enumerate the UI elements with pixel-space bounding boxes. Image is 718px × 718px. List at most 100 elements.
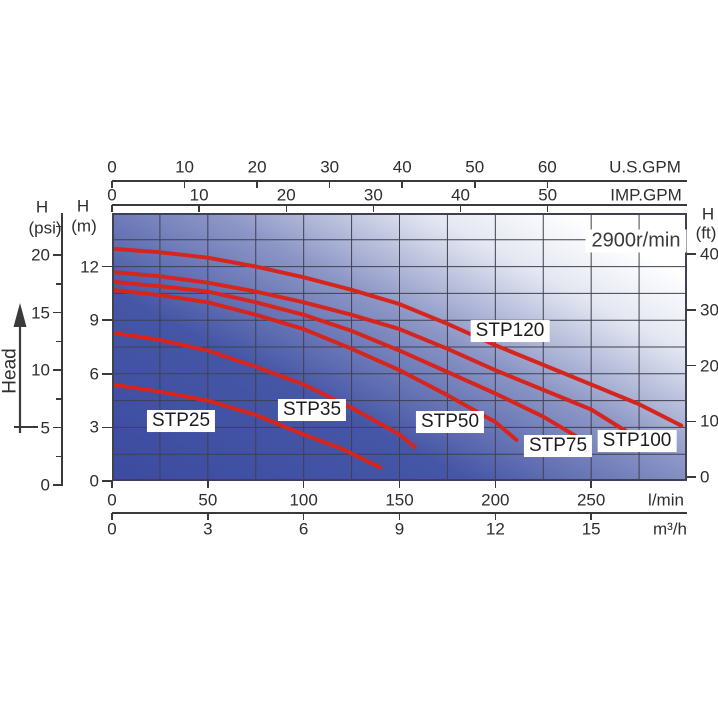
ft-tick-label: 40 bbox=[700, 244, 718, 264]
psi-minor-tick bbox=[56, 283, 62, 285]
psi-tick bbox=[53, 254, 62, 256]
curve-label-STP25: STP25 bbox=[146, 410, 216, 432]
us-gpm-tick-label: 50 bbox=[465, 157, 485, 177]
m3h-tick-label: 0 bbox=[107, 519, 117, 539]
us-gpm-tick-label: 30 bbox=[320, 157, 340, 177]
curve-STP120 bbox=[112, 246, 684, 428]
curve-label-STP120: STP120 bbox=[470, 320, 550, 342]
m-tick-label: 0 bbox=[89, 471, 99, 491]
lmin-tick-label: 200 bbox=[481, 490, 510, 510]
m3h-tick bbox=[111, 513, 113, 520]
ft-axis-title: H bbox=[701, 204, 715, 224]
lmin-tick bbox=[207, 481, 209, 488]
ft-tick bbox=[687, 364, 696, 367]
m3h-tick-label: 6 bbox=[298, 519, 309, 539]
m-tick bbox=[102, 319, 112, 321]
us-gpm-tick bbox=[111, 181, 113, 188]
curve-label-STP50: STP50 bbox=[415, 411, 485, 433]
rpm-badge: 2900r/min bbox=[585, 229, 687, 253]
ft-tick-label: 30 bbox=[700, 300, 718, 320]
imp-gpm-tick-label: 40 bbox=[451, 185, 470, 205]
imp-gpm-tick-label: 30 bbox=[363, 185, 383, 205]
imp-gpm-tick bbox=[372, 205, 375, 212]
lmin-unit-label: l/min bbox=[648, 490, 684, 510]
us-gpm-tick-label: 0 bbox=[107, 157, 117, 177]
us-gpm-tick bbox=[256, 181, 258, 188]
imp-gpm-tick-label: 0 bbox=[107, 185, 117, 205]
curve-label-STP75: STP75 bbox=[523, 435, 593, 457]
us-gpm-tick bbox=[546, 181, 549, 188]
psi-tick-label: 15 bbox=[31, 303, 50, 322]
us-gpm-tick bbox=[183, 181, 186, 188]
lmin-tick-label: 250 bbox=[576, 490, 606, 510]
m-tick bbox=[102, 426, 112, 429]
psi-tick-label: 20 bbox=[31, 245, 50, 265]
ft-tick-label: 20 bbox=[700, 356, 718, 375]
lmin-tick bbox=[398, 481, 401, 488]
curve-label-STP35: STP35 bbox=[277, 399, 347, 421]
m3h-unit-label: m³/h bbox=[653, 519, 687, 539]
us-gpm-tick-label: 40 bbox=[392, 157, 412, 177]
us-gpm-tick-label: 60 bbox=[537, 157, 557, 177]
imp-gpm-tick bbox=[459, 205, 462, 212]
imp-gpm-tick-label: 50 bbox=[538, 185, 558, 205]
lmin-tick bbox=[111, 481, 113, 488]
imp-gpm-tick bbox=[546, 205, 549, 212]
psi-tick-label: 10 bbox=[31, 360, 50, 380]
m3h-tick bbox=[207, 513, 209, 520]
m3h-tick-label: 3 bbox=[203, 519, 213, 539]
psi-tick-label: 5 bbox=[40, 418, 50, 437]
us-gpm-unit-label: U.S.GPM bbox=[609, 157, 681, 177]
psi-minor-tick bbox=[56, 225, 62, 227]
imp-gpm-unit-label: IMP.GPM bbox=[610, 185, 682, 205]
curve-STP75 bbox=[112, 279, 588, 444]
imp-gpm-axis-line bbox=[112, 204, 687, 206]
curve-STP25 bbox=[112, 382, 383, 470]
m-axis-title: H bbox=[76, 196, 90, 216]
imp-gpm-tick-label: 20 bbox=[276, 185, 296, 205]
m-tick bbox=[102, 480, 112, 482]
m-tick-label: 3 bbox=[89, 417, 99, 437]
ft-tick bbox=[687, 420, 696, 422]
m-tick-label: 6 bbox=[89, 364, 99, 384]
us-gpm-tick-label: 10 bbox=[175, 157, 195, 177]
psi-tick bbox=[53, 311, 62, 314]
psi-tick bbox=[53, 369, 62, 371]
psi-axis-title: H bbox=[35, 197, 49, 217]
psi-minor-tick bbox=[56, 455, 62, 457]
m-tick-label: 9 bbox=[89, 310, 99, 330]
m3h-tick bbox=[590, 513, 592, 520]
m-axis-unit: (m) bbox=[71, 216, 97, 236]
imp-gpm-tick-label: 10 bbox=[189, 185, 209, 205]
lmin-tick-label: 100 bbox=[289, 490, 318, 510]
psi-minor-tick bbox=[56, 398, 62, 400]
lmin-tick-label: 0 bbox=[107, 490, 117, 510]
plot-border bbox=[112, 213, 687, 481]
us-gpm-tick-label: 20 bbox=[247, 157, 267, 177]
psi-minor-tick bbox=[56, 340, 62, 342]
ft-axis-unit: (ft) bbox=[695, 223, 717, 243]
lmin-tick bbox=[494, 481, 497, 488]
ft-tick-label: 10 bbox=[700, 411, 718, 431]
imp-gpm-tick bbox=[111, 205, 113, 212]
pump-curves bbox=[112, 246, 684, 470]
psi-tick bbox=[53, 426, 62, 429]
us-gpm-tick bbox=[474, 181, 476, 188]
m-tick bbox=[102, 373, 112, 375]
psi-axis-unit: (psi) bbox=[28, 218, 62, 238]
curve-STP100 bbox=[112, 270, 634, 437]
m3h-tick bbox=[494, 513, 497, 520]
lmin-tick-label: 50 bbox=[198, 490, 218, 510]
curve-label-STP100: STP100 bbox=[597, 430, 677, 452]
m3h-tick-label: 9 bbox=[394, 519, 405, 539]
us-gpm-tick bbox=[328, 181, 331, 188]
head-underline bbox=[14, 426, 38, 428]
ft-tick-label: 0 bbox=[700, 467, 710, 487]
lmin-tick-label: 150 bbox=[385, 490, 414, 510]
curve-STP35 bbox=[112, 330, 417, 450]
us-gpm-axis-line bbox=[112, 180, 687, 182]
psi-tick bbox=[53, 484, 62, 486]
psi-axis-line bbox=[61, 213, 63, 486]
m3h-tick-label: 12 bbox=[485, 519, 505, 539]
